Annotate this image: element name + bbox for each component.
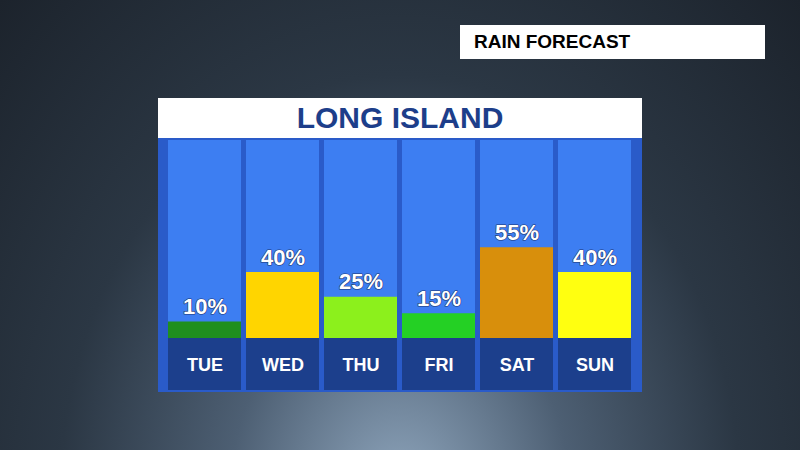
svg-text:SAT: SAT [500, 355, 535, 375]
svg-text:15%: 15% [417, 286, 461, 311]
svg-text:FRI: FRI [425, 355, 454, 375]
html-text:RAIN FORECAST: RAIN FORECAST [474, 31, 631, 52]
svg-text:40%: 40% [573, 245, 617, 270]
svg-text:TUE: TUE [187, 355, 223, 375]
html-text:LONG ISLAND: LONG ISLAND [296, 101, 504, 134]
svg-text:55%: 55% [495, 220, 539, 245]
svg-text:25%: 25% [339, 269, 383, 294]
svg-text:10%: 10% [183, 294, 227, 319]
svg-text:THU: THU [343, 355, 380, 375]
svg-text:SUN: SUN [576, 355, 614, 375]
svg-text:WED: WED [262, 355, 304, 375]
svg-text:40%: 40% [261, 245, 305, 270]
